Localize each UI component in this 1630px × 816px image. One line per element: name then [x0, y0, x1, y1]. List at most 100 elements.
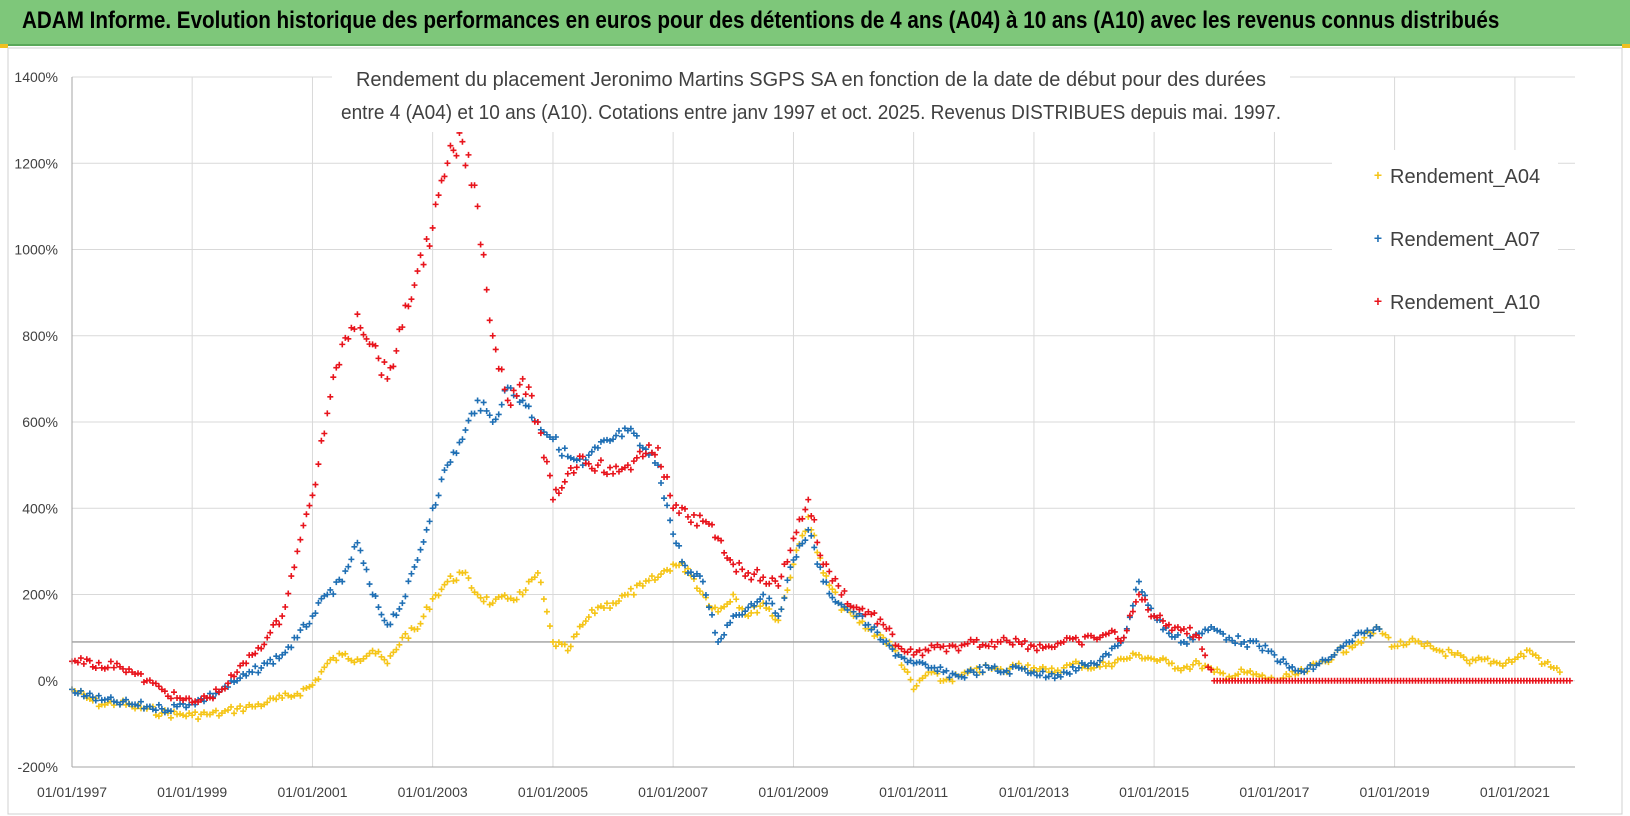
data-point — [429, 505, 436, 512]
data-point — [1235, 633, 1242, 640]
data-point — [1135, 591, 1142, 598]
data-point — [288, 644, 295, 651]
data-point — [687, 519, 694, 526]
data-point — [237, 662, 244, 669]
data-point — [255, 669, 262, 676]
data-point — [1069, 635, 1076, 642]
data-point — [841, 603, 848, 610]
data-point — [769, 612, 776, 619]
data-point — [1466, 660, 1473, 667]
data-point — [342, 650, 349, 657]
data-point — [730, 613, 737, 620]
data-point — [360, 655, 367, 662]
data-point — [387, 621, 394, 628]
data-point — [438, 177, 445, 184]
data-point — [916, 647, 923, 654]
data-point — [907, 646, 914, 653]
data-point — [405, 303, 412, 310]
data-point — [164, 693, 171, 700]
data-point — [871, 610, 878, 617]
data-point — [1259, 672, 1266, 679]
data-point — [492, 416, 499, 423]
data-point — [390, 611, 397, 618]
data-point — [664, 502, 671, 509]
data-point — [693, 522, 700, 529]
data-point — [967, 636, 974, 643]
data-point — [408, 296, 415, 303]
data-point — [312, 610, 319, 617]
data-point — [1220, 630, 1227, 637]
data-point — [228, 703, 235, 710]
data-point — [889, 646, 896, 653]
data-point — [1177, 627, 1184, 634]
data-point — [414, 268, 421, 275]
data-point — [1199, 646, 1206, 653]
data-point — [730, 561, 737, 568]
data-point — [1232, 640, 1239, 647]
data-point — [1142, 596, 1149, 603]
data-point — [414, 557, 421, 563]
data-point — [1445, 646, 1452, 653]
data-point — [922, 661, 929, 668]
data-point — [769, 600, 776, 607]
data-point — [501, 386, 508, 393]
data-point — [480, 399, 487, 406]
data-point — [270, 660, 277, 667]
data-point — [1018, 641, 1025, 648]
data-point — [832, 598, 839, 605]
data-point — [195, 716, 202, 723]
data-point — [958, 642, 965, 649]
legend-marker-a10: + — [1374, 293, 1382, 309]
data-point — [279, 651, 286, 658]
data-point — [1030, 669, 1037, 676]
data-point — [444, 462, 451, 469]
data-point — [489, 600, 496, 607]
data-point — [778, 573, 785, 580]
data-point — [399, 324, 406, 331]
data-point — [192, 709, 199, 716]
data-point — [1027, 670, 1034, 677]
data-point — [77, 687, 84, 694]
data-point — [1162, 656, 1169, 663]
data-point — [498, 401, 505, 408]
data-point — [378, 653, 385, 660]
data-point — [381, 359, 388, 366]
data-point — [639, 444, 646, 451]
data-point — [1566, 677, 1573, 684]
data-point — [1202, 662, 1209, 669]
data-point — [543, 458, 550, 465]
data-point — [579, 453, 586, 460]
data-point — [705, 604, 712, 611]
data-point — [1063, 669, 1070, 676]
data-point — [366, 650, 373, 657]
data-point — [1006, 665, 1013, 672]
data-point — [303, 511, 310, 518]
data-point — [793, 547, 800, 554]
data-point — [591, 467, 598, 474]
data-point — [952, 643, 959, 650]
data-point — [1051, 675, 1058, 682]
data-point — [348, 324, 355, 331]
data-point — [823, 572, 830, 579]
data-point — [447, 459, 454, 466]
data-point — [456, 439, 463, 446]
data-point — [772, 610, 779, 617]
data-point — [215, 689, 222, 696]
data-point — [243, 660, 250, 667]
data-point — [288, 573, 295, 580]
data-point — [871, 624, 878, 631]
data-point — [405, 578, 412, 585]
data-point — [471, 589, 478, 596]
data-point — [658, 571, 665, 578]
data-point — [113, 660, 120, 667]
data-point — [453, 450, 460, 457]
data-point — [351, 543, 358, 550]
data-point — [946, 674, 953, 681]
data-point — [1072, 658, 1079, 665]
data-point — [516, 381, 523, 388]
x-tick-label: 01/01/1999 — [157, 784, 227, 800]
data-point — [444, 160, 451, 167]
data-point — [426, 606, 433, 613]
data-point — [110, 664, 117, 671]
